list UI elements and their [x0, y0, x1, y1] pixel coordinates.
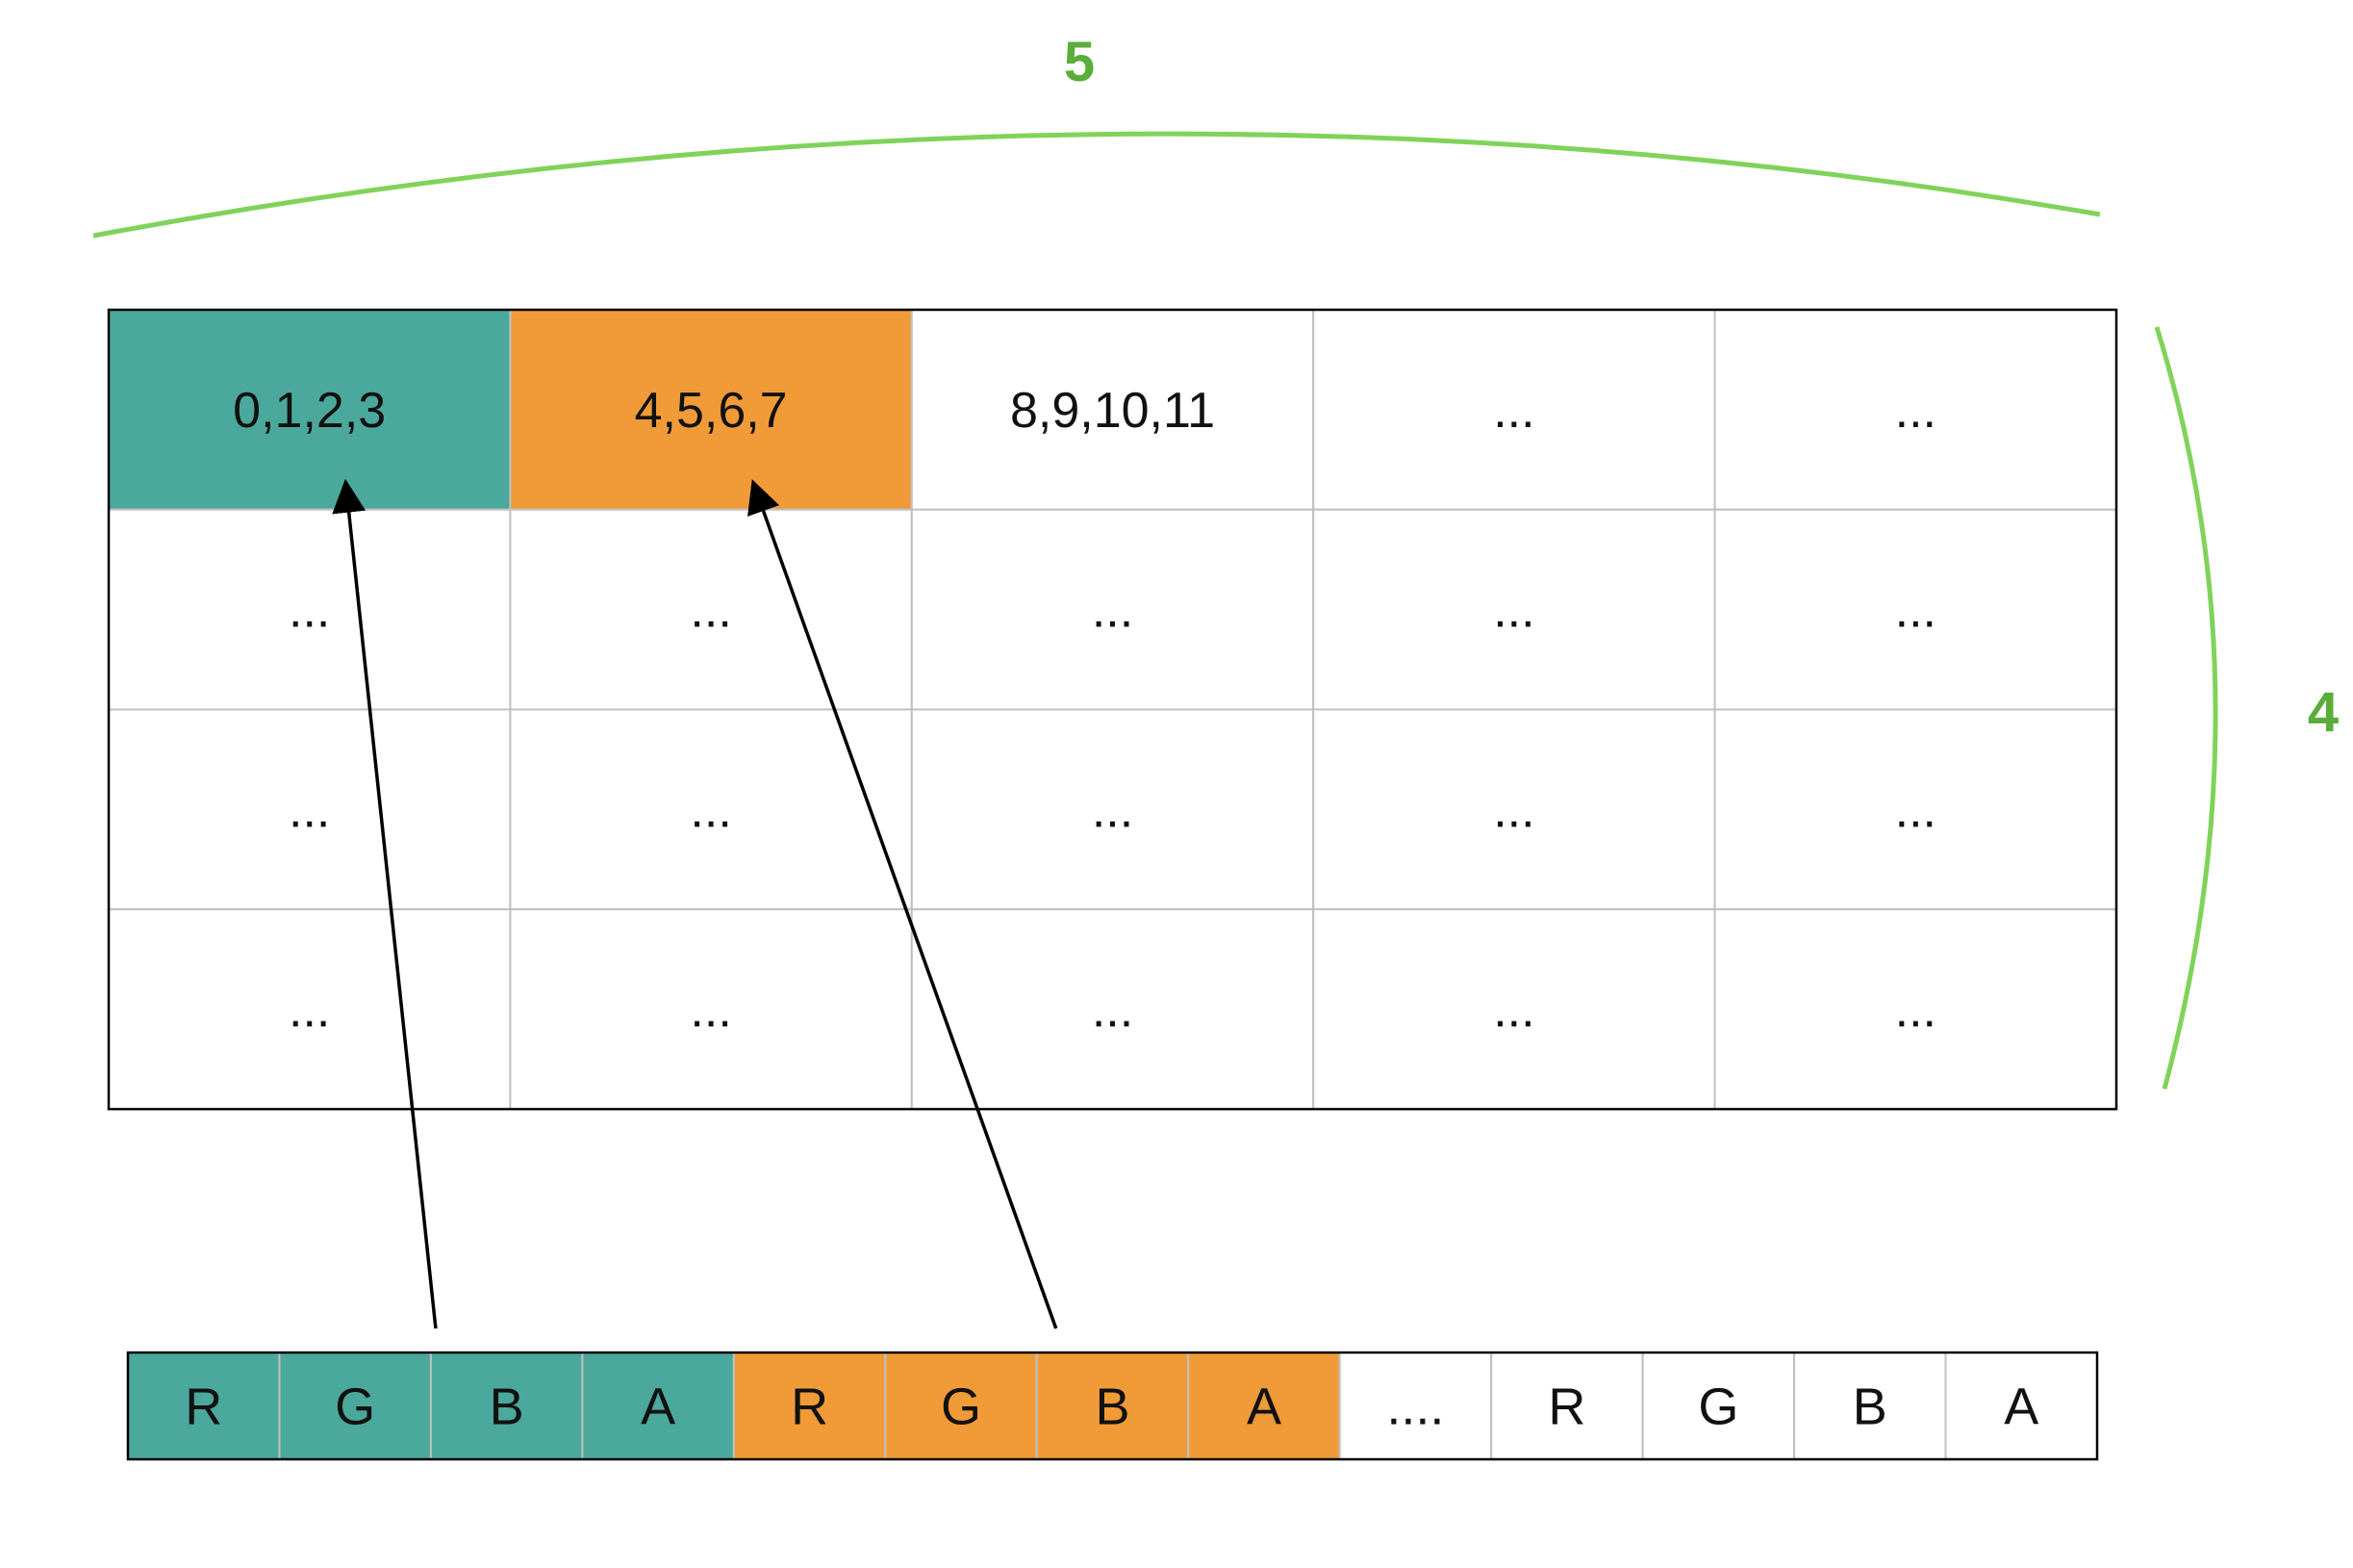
mapping-arrow [747, 479, 1058, 1329]
byte-label: A [641, 1378, 675, 1436]
byte-label: B [1095, 1378, 1129, 1436]
grid-cell [1312, 309, 1716, 511]
byte-label: G [1698, 1378, 1738, 1436]
grid-cell-label: ... [1895, 583, 1936, 639]
grid-cell [1713, 908, 2117, 1110]
grid-cell-label: ... [289, 982, 330, 1038]
byte-strip: R G B A R G B A.... R G B A [126, 1351, 2099, 1461]
grid-cell-label: ... [1092, 982, 1133, 1038]
byte-label: B [1853, 1378, 1887, 1436]
width-bracket: 5 [92, 31, 2101, 239]
grid-cell [910, 908, 1315, 1110]
grid-cell [1713, 309, 2117, 511]
grid-cell-label: 8,9,10,11 [1010, 383, 1215, 439]
pixel-grid: 0,1,2,3 4,5,6,7 8,9,10,11.................… [107, 308, 2118, 1111]
grid-cell-label: ... [1493, 782, 1534, 838]
byte-label: B [490, 1378, 524, 1436]
byte-cell [1035, 1352, 1190, 1460]
byte-cell [1338, 1352, 1493, 1460]
grid-cell [910, 508, 1315, 711]
height-bracket-arc [2154, 326, 2218, 1090]
height-label: 4 [2308, 681, 2339, 744]
grid-cell-label: 0,1,2,3 [233, 383, 386, 439]
byte-label: G [941, 1378, 981, 1436]
grid-cell [1312, 708, 1716, 911]
byte-strip-border [126, 1351, 2099, 1461]
grid-cell [910, 708, 1315, 911]
byte-label: A [2004, 1378, 2038, 1436]
byte-label: R [791, 1378, 828, 1436]
grid-cell-label: ... [289, 782, 330, 838]
byte-label: .... [1386, 1378, 1444, 1436]
mapping-arrows [332, 478, 1058, 1329]
grid-cell-label: ... [1895, 782, 1936, 838]
byte-label: R [1548, 1378, 1585, 1436]
byte-label: R [185, 1378, 222, 1436]
width-bracket-arc [92, 131, 2101, 239]
grid-cell [1713, 508, 2117, 711]
width-label: 5 [1064, 31, 1095, 93]
grid-cell-label: ... [690, 583, 731, 639]
byte-cell [1490, 1352, 1644, 1460]
mapping-arrow [332, 478, 438, 1329]
grid-cell-label: ... [1493, 982, 1534, 1038]
byte-cell [1641, 1352, 1796, 1460]
byte-label: A [1247, 1378, 1281, 1436]
byte-cell [278, 1352, 432, 1460]
grid-cell [509, 908, 913, 1110]
byte-label: G [335, 1378, 375, 1436]
grid-border [107, 308, 2118, 1111]
grid-cell-label: ... [1895, 383, 1936, 439]
grid-cell-label: ... [289, 583, 330, 639]
byte-cell [1793, 1352, 1947, 1460]
grid-cell-label: ... [1092, 583, 1133, 639]
grid-cell [509, 309, 913, 511]
grid-cell-label: ... [1493, 383, 1534, 439]
grid-cell-label: ... [690, 782, 731, 838]
grid-cell [1713, 708, 2117, 911]
grid-cell-label: ... [1493, 583, 1534, 639]
grid-cell [108, 508, 512, 711]
grid-cell-label: ... [690, 982, 731, 1038]
grid-cell [1312, 908, 1716, 1110]
height-bracket: 4 [2154, 326, 2339, 1090]
grid-cell [108, 309, 512, 511]
grid-cell-label: ... [1092, 782, 1133, 838]
grid-cell-label: ... [1895, 982, 1936, 1038]
grid-cell-label: 4,5,6,7 [635, 383, 788, 439]
